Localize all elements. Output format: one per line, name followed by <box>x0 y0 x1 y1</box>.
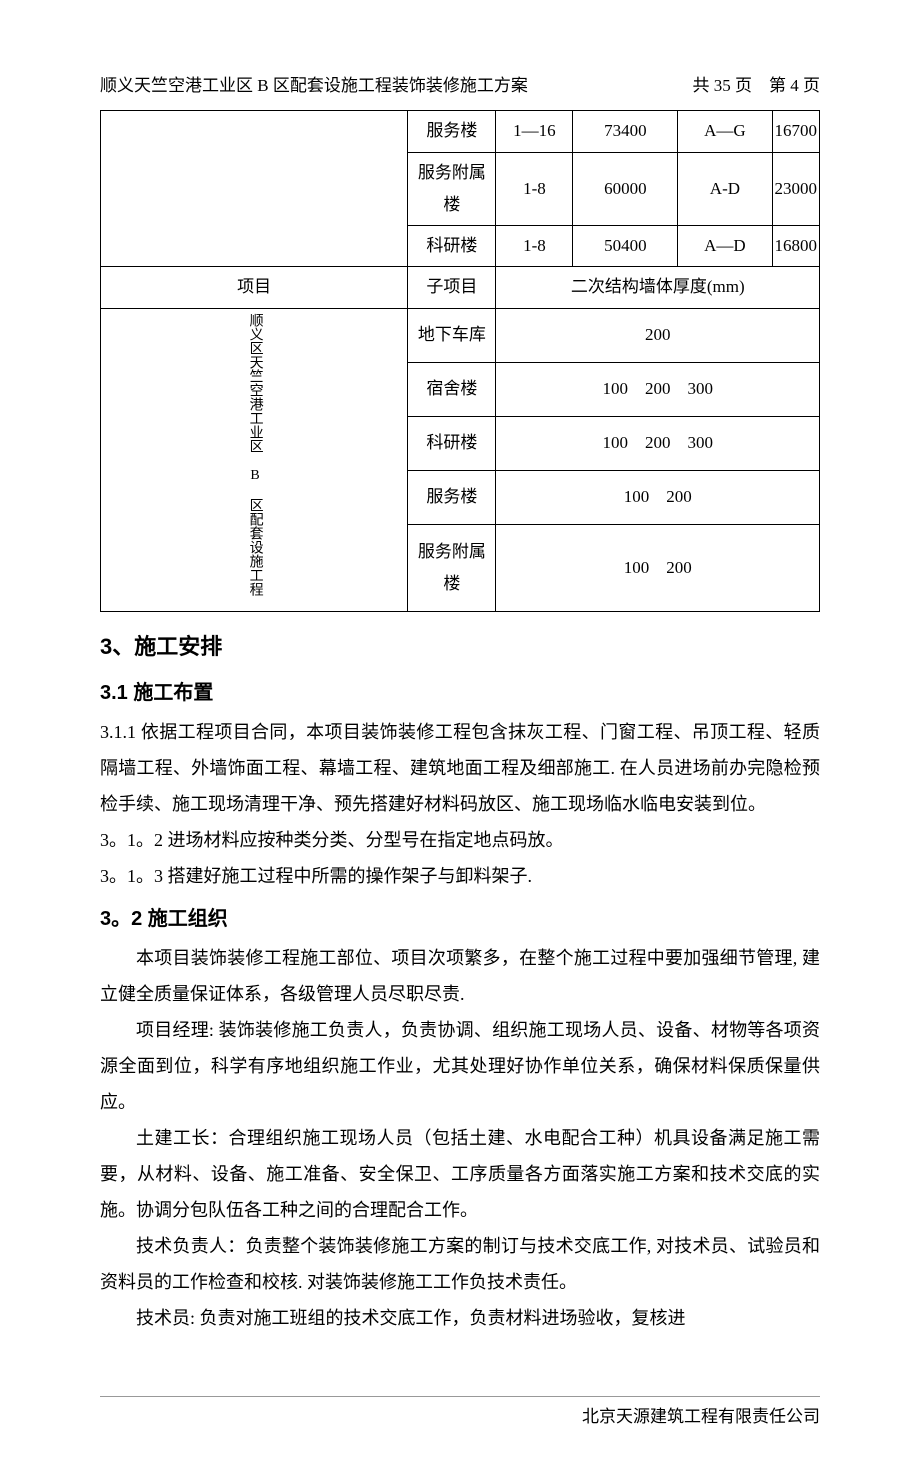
cell: 服务楼 <box>408 471 496 525</box>
header-left: 顺义天竺空港工业区 B 区配套设施工程装饰装修施工方案 <box>100 70 528 102</box>
cell: 50400 <box>573 226 678 267</box>
cell: 100 200 <box>496 525 820 612</box>
cell: 16700 <box>772 111 820 152</box>
cell: 科研楼 <box>408 416 496 470</box>
cell: 60000 <box>573 152 678 226</box>
cell: A-D <box>678 152 772 226</box>
cell: 73400 <box>573 111 678 152</box>
cell: 100 200 300 <box>496 416 820 470</box>
paragraph: 3。1。2 进场材料应按种类分类、分型号在指定地点码放。 <box>100 822 820 858</box>
paragraph: 3。1。3 搭建好施工过程中所需的操作架子与卸料架子. <box>100 858 820 894</box>
cell: 1-8 <box>496 226 573 267</box>
cell: 子项目 <box>408 267 496 308</box>
cell: 1-8 <box>496 152 573 226</box>
paragraph: 3.1.1 依据工程项目合同，本项目装饰装修工程包含抹灰工程、门窗工程、吊顶工程… <box>100 714 820 822</box>
cell: 23000 <box>772 152 820 226</box>
cell: 100 200 <box>496 471 820 525</box>
cell: 服务附属楼 <box>408 152 496 226</box>
cell: 项目 <box>101 267 408 308</box>
cell: 二次结构墙体厚度(mm) <box>496 267 820 308</box>
cell: 科研楼 <box>408 226 496 267</box>
table-dimensions: 服务楼 1—16 73400 A—G 16700 服务附属楼 1-8 60000… <box>100 110 820 612</box>
header-right: 共 35 页 第 4 页 <box>693 70 821 102</box>
paragraph: 土建工长：合理组织施工现场人员（包括土建、水电配合工种）机具设备满足施工需要，从… <box>100 1120 820 1228</box>
cell: 地下车库 <box>408 308 496 362</box>
project-name-vertical: 顺义区天竺空港工业区 B 区配套设施工程 <box>101 308 408 611</box>
paragraph: 技术员: 负责对施工班组的技术交底工作，负责材料进场验收，复核进 <box>100 1300 820 1336</box>
page-header: 顺义天竺空港工业区 B 区配套设施工程装饰装修施工方案 共 35 页 第 4 页 <box>100 70 820 102</box>
table-row: 服务楼 1—16 73400 A—G 16700 <box>101 111 820 152</box>
cell: 16800 <box>772 226 820 267</box>
page-footer: 北京天源建筑工程有限责任公司 <box>100 1396 820 1433</box>
cell: 1—16 <box>496 111 573 152</box>
cell: 宿舍楼 <box>408 362 496 416</box>
heading-3-2: 3。2 施工组织 <box>100 900 820 938</box>
table-row: 顺义区天竺空港工业区 B 区配套设施工程 地下车库 200 <box>101 308 820 362</box>
cell: 服务楼 <box>408 111 496 152</box>
cell: 100 200 300 <box>496 362 820 416</box>
paragraph: 本项目装饰装修工程施工部位、项目次项繁多，在整个施工过程中要加强细节管理, 建立… <box>100 940 820 1012</box>
footer-text: 北京天源建筑工程有限责任公司 <box>582 1407 820 1426</box>
cell: A—D <box>678 226 772 267</box>
table-row: 项目 子项目 二次结构墙体厚度(mm) <box>101 267 820 308</box>
paragraph: 项目经理: 装饰装修施工负责人，负责协调、组织施工现场人员、设备、材物等各项资源… <box>100 1012 820 1120</box>
heading-3: 3、施工安排 <box>100 626 820 668</box>
paragraph: 技术负责人：负责整个装饰装修施工方案的制订与技术交底工作, 对技术员、试验员和资… <box>100 1228 820 1300</box>
cell: 服务附属楼 <box>408 525 496 612</box>
cell: A—G <box>678 111 772 152</box>
cell: 200 <box>496 308 820 362</box>
heading-3-1: 3.1 施工布置 <box>100 674 820 712</box>
